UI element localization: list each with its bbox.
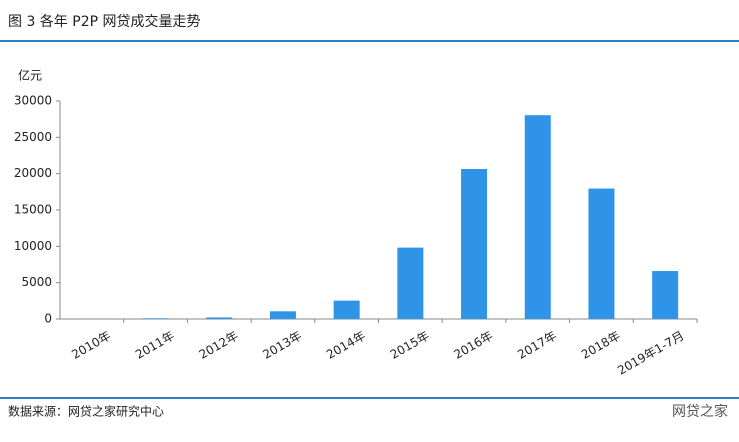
bar (461, 169, 488, 319)
y-tick-label: 30000 (14, 94, 52, 108)
x-tick-label: 2012年 (197, 329, 241, 362)
y-tick-label: 15000 (14, 203, 52, 217)
watermark: 网贷之家 (672, 403, 728, 420)
x-tick-label: 2015年 (388, 329, 432, 362)
bar (524, 115, 551, 319)
y-tick-label: 0 (44, 312, 52, 326)
x-tick-label: 2017年 (515, 329, 559, 362)
x-tick-label: 2018年 (579, 329, 623, 362)
x-tick-label: 2014年 (324, 329, 368, 362)
bar (142, 318, 169, 319)
bar (269, 311, 296, 319)
y-tick-label: 10000 (14, 239, 52, 253)
bar (397, 247, 424, 319)
bar (206, 317, 233, 319)
x-tick-label: 2019年1-7月 (615, 329, 686, 378)
y-axis-label: 亿元 (18, 68, 42, 83)
y-tick-label: 25000 (14, 130, 52, 144)
x-tick-label: 2010年 (69, 329, 113, 362)
x-tick-label: 2013年 (260, 329, 304, 362)
y-tick-label: 5000 (21, 275, 52, 289)
x-tick-label: 2016年 (451, 329, 495, 362)
chart-title: 图 3 各年 P2P 网贷成交量走势 (8, 13, 201, 30)
bar (333, 300, 360, 319)
bar (588, 188, 615, 319)
y-tick-label: 20000 (14, 166, 52, 180)
source: 数据来源：网贷之家研究中心 (8, 404, 164, 419)
x-tick-label: 2011年 (133, 329, 177, 362)
bar (652, 271, 679, 319)
